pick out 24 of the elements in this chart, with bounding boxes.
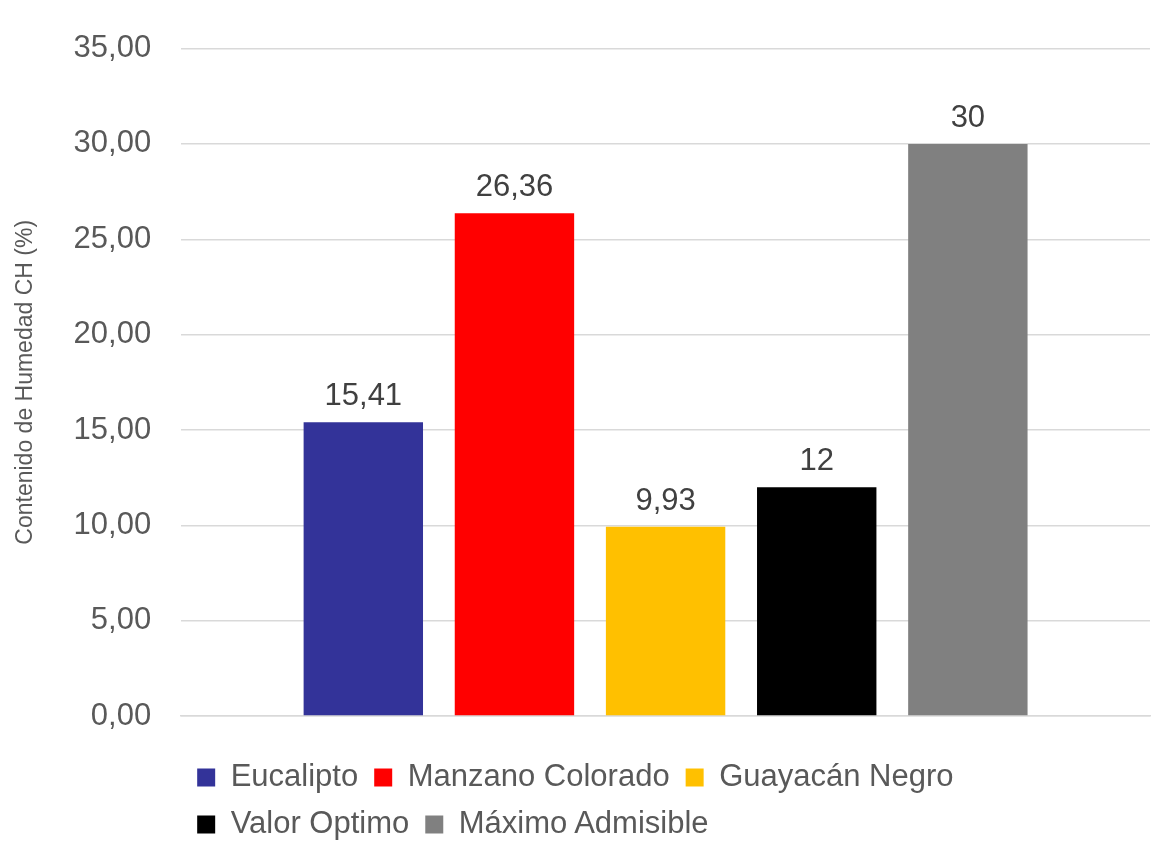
data-label: 15,41 <box>324 377 403 413</box>
y-tick-label: 5,00 <box>90 601 152 637</box>
bar <box>605 526 726 716</box>
legend-label: Guayacán Negro <box>719 758 954 794</box>
y-tick-label: 20,00 <box>73 315 152 351</box>
y-tick-label: 15,00 <box>73 410 152 446</box>
data-label: 30 <box>950 98 986 134</box>
y-tick-label: 25,00 <box>73 219 152 255</box>
data-label: 26,36 <box>475 168 554 204</box>
bar <box>757 487 877 716</box>
y-tick-label: 30,00 <box>73 124 152 160</box>
y-tick-label: 0,00 <box>90 696 152 732</box>
y-tick-label: 10,00 <box>73 505 152 541</box>
legend-label: Valor Optimo <box>230 805 410 841</box>
bar <box>908 143 1028 716</box>
legend-label: Manzano Colorado <box>407 758 670 794</box>
data-label: 12 <box>799 442 834 478</box>
data-label: 9,93 <box>635 481 696 517</box>
y-tick-label: 35,00 <box>73 29 152 65</box>
legend-label: Eucalipto <box>230 758 359 794</box>
legend-label: Máximo Admisible <box>458 805 709 841</box>
bar <box>303 422 424 716</box>
y-axis-title: Contenido de Humedad CH (%) <box>11 219 38 545</box>
bar <box>454 213 575 716</box>
